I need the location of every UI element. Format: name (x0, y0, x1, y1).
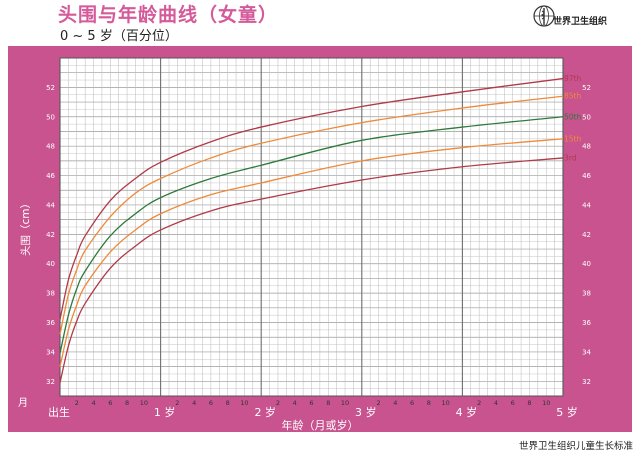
y-tick-label-right: 42 (582, 231, 591, 239)
y-tick-label-left: 42 (46, 231, 55, 239)
series-label-85th: 85th (564, 92, 581, 101)
x-month-tick-label: 8 (125, 399, 129, 407)
x-month-tick-label: 8 (527, 399, 531, 407)
series-line-15th (59, 138, 564, 367)
series-line-50th (59, 116, 564, 354)
y-tick-label-right: 50 (582, 113, 591, 121)
y-axis-title: 头围（cm） (20, 198, 32, 256)
y-tick-label-right: 38 (582, 290, 591, 298)
y-tick-label-left: 44 (46, 201, 55, 209)
x-month-tick-label: 6 (511, 399, 515, 407)
x-month-tick-label: 8 (226, 399, 230, 407)
x-month-tick-label: 4 (91, 399, 95, 407)
y-tick-label-left: 34 (46, 348, 55, 356)
x-month-tick-label: 2 (477, 399, 481, 407)
y-tick-label-left: 46 (46, 172, 55, 180)
y-tick-label-right: 40 (582, 260, 591, 268)
x-year-tick-label: 出生 (48, 405, 70, 419)
series-line-3rd (59, 157, 564, 383)
series-label-97th: 97th (564, 74, 581, 83)
x-month-tick-label: 10 (441, 399, 449, 407)
y-tick-label-right: 46 (582, 172, 591, 180)
x-month-tick-label: 8 (326, 399, 330, 407)
x-month-tick-label: 2 (276, 399, 280, 407)
series-label-50th: 50th (564, 112, 581, 121)
x-month-tick-label: 10 (140, 399, 148, 407)
y-tick-label-left: 36 (46, 319, 55, 327)
x-month-tick-label: 2 (376, 399, 380, 407)
y-tick-label-right: 48 (582, 143, 591, 151)
x-month-tick-label: 6 (108, 399, 112, 407)
plot-border (59, 57, 564, 397)
x-month-tick-label: 10 (341, 399, 349, 407)
x-year-tick-label: 2 岁 (254, 405, 276, 419)
x-month-tick-label: 10 (240, 399, 248, 407)
x-year-tick-label: 4 岁 (456, 405, 478, 419)
footer-text: 世界卫生组织儿童生长标准 (519, 441, 634, 452)
x-month-tick-label: 8 (427, 399, 431, 407)
y-tick-label-right: 32 (582, 378, 591, 386)
x-year-tick-label: 5 岁 (556, 405, 578, 419)
x-month-tick-label: 2 (175, 399, 179, 407)
y-tick-label-left: 32 (46, 378, 55, 386)
x-month-tick-label: 6 (209, 399, 213, 407)
x-month-tick-label: 2 (75, 399, 79, 407)
y-tick-label-left: 52 (46, 84, 55, 92)
y-tick-label-left: 50 (46, 113, 55, 121)
x-month-tick-label: 4 (393, 399, 397, 407)
y-tick-label-right: 52 (582, 84, 591, 92)
page-title: 头围与年龄曲线（女童） (58, 4, 279, 26)
y-tick-label-left: 40 (46, 260, 55, 268)
series-label-3rd: 3rd (564, 153, 577, 162)
organization-name: 世界卫生组织 (553, 17, 608, 27)
x-month-tick-label: 4 (293, 399, 297, 407)
x-year-tick-label: 1 岁 (154, 405, 176, 419)
x-month-tick-label: 6 (410, 399, 414, 407)
x-month-tick-label: 6 (309, 399, 313, 407)
series-line-97th (59, 77, 564, 320)
y-tick-label-left: 48 (46, 143, 55, 151)
y-tick-label-right: 34 (582, 348, 591, 356)
x-month-tick-label: 10 (542, 399, 550, 407)
series-label-15th: 15th (564, 134, 581, 143)
y-tick-label-right: 36 (582, 319, 591, 327)
y-tick-label-right: 44 (582, 201, 591, 209)
series-line-85th (59, 95, 564, 335)
y-tick-label-left: 38 (46, 290, 55, 298)
who-logo-icon (533, 5, 555, 27)
x-month-tick-label: 4 (192, 399, 196, 407)
x-axis-title: 年龄（月或岁） (282, 418, 359, 432)
page-subtitle: 0 ~ 5 岁（百分位） (60, 29, 178, 44)
month-axis-label: 月 (18, 397, 28, 409)
x-month-tick-label: 4 (494, 399, 498, 407)
x-year-tick-label: 3 岁 (355, 405, 377, 419)
